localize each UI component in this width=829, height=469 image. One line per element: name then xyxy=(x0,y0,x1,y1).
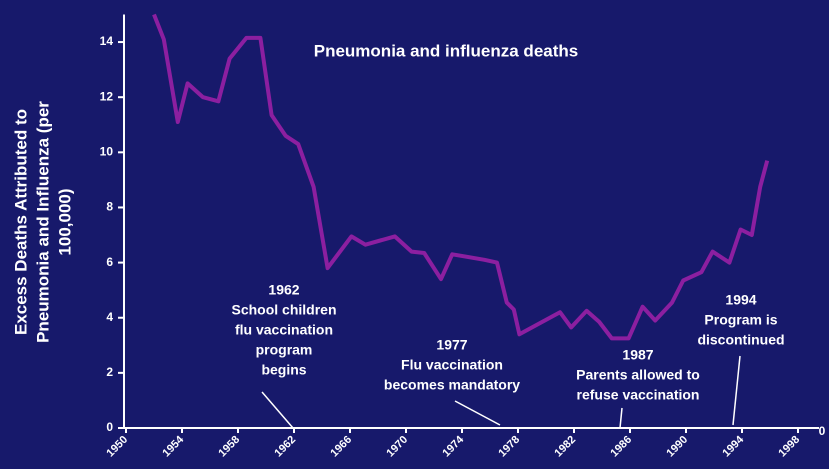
annotation-text: Program is xyxy=(704,312,777,328)
x-end-label: 0 xyxy=(819,424,826,438)
y-axis-label: 100,000) xyxy=(55,188,74,255)
x-tick-label: 1950 xyxy=(104,434,130,460)
x-tick-label: 1990 xyxy=(664,434,690,460)
x-tick-label: 1962 xyxy=(272,434,298,460)
annotation-text: program xyxy=(256,342,313,358)
y-tick-label: 12 xyxy=(100,89,114,103)
y-tick-label: 8 xyxy=(106,200,113,214)
x-tick-label: 1974 xyxy=(440,433,466,459)
x-tick-label: 1958 xyxy=(216,434,242,460)
y-axis-label: Pneumonia and Influenza (per xyxy=(33,101,52,343)
annotation-pointer xyxy=(454,400,501,426)
annotation-text: discontinued xyxy=(697,332,784,348)
x-tick-label: 1998 xyxy=(776,434,802,460)
x-tick-label: 1986 xyxy=(608,434,634,460)
annotation-text: 1977 xyxy=(436,337,467,353)
x-tick-label: 1954 xyxy=(160,433,186,459)
annotation-pointer xyxy=(732,355,741,426)
chart-title: Pneumonia and influenza deaths xyxy=(314,41,578,60)
y-tick-label: 6 xyxy=(106,255,113,269)
y-tick-label: 4 xyxy=(106,310,113,324)
annotation-text: 1994 xyxy=(725,292,756,308)
annotation-text: School children xyxy=(231,302,336,318)
annotation-text: Flu vaccination xyxy=(401,357,503,373)
annotation-pointer xyxy=(619,407,623,429)
annotation-text: Parents allowed to xyxy=(576,367,700,383)
annotation-text: 1987 xyxy=(622,347,653,363)
y-tick-label: 2 xyxy=(106,365,113,379)
annotation-text: flu vaccination xyxy=(235,322,333,338)
x-tick-label: 1982 xyxy=(552,434,578,460)
y-tick-label: 14 xyxy=(100,34,114,48)
x-tick-label: 1966 xyxy=(328,434,354,460)
annotation-text: refuse vaccination xyxy=(577,387,700,403)
x-tick-label: 1994 xyxy=(720,433,746,459)
x-tick-label: 1970 xyxy=(384,434,410,460)
annotation-text: 1962 xyxy=(268,282,299,298)
annotation-text: begins xyxy=(261,362,306,378)
data-line xyxy=(152,13,770,341)
y-tick-label: 0 xyxy=(106,420,113,434)
annotation-text: becomes mandatory xyxy=(384,377,520,393)
x-tick-label: 1978 xyxy=(496,434,522,460)
annotation-pointer xyxy=(261,391,294,429)
y-axis-label: Excess Deaths Attributed to xyxy=(11,109,30,335)
y-tick-label: 10 xyxy=(100,145,114,159)
